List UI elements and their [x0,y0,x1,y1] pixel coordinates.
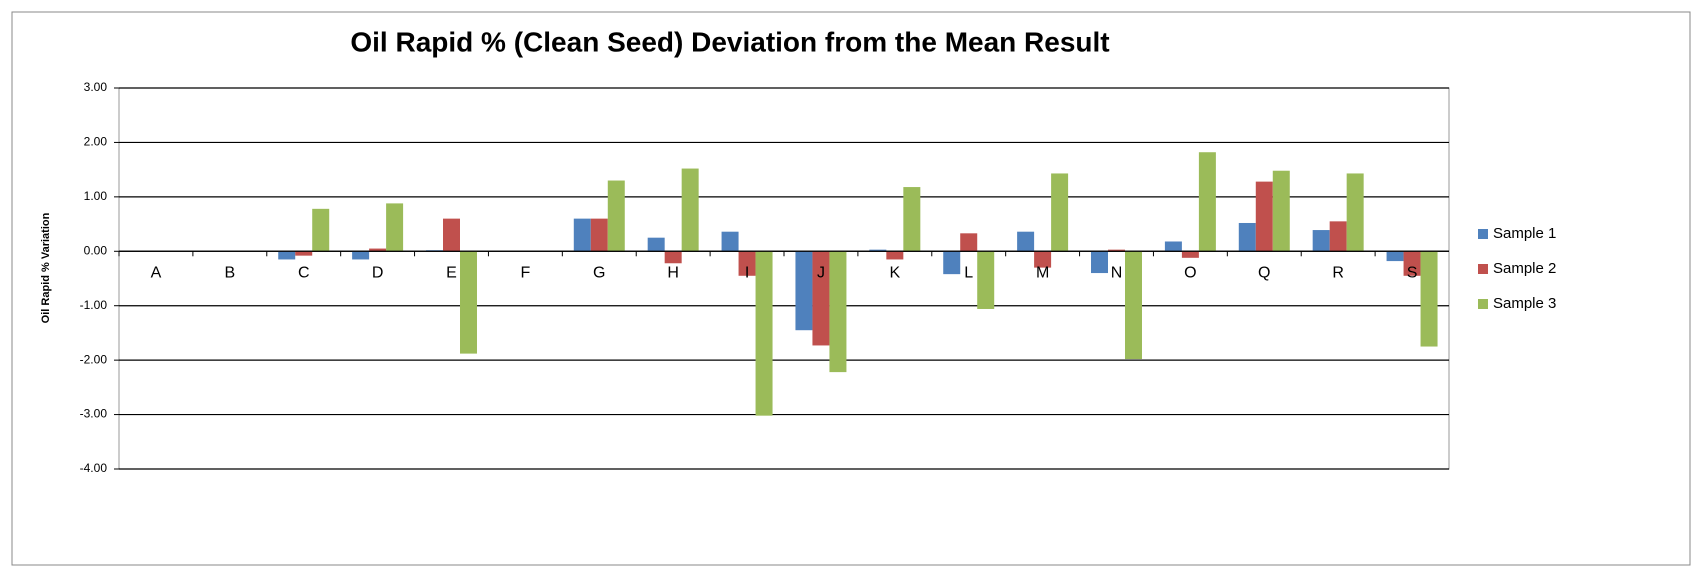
bar [386,203,404,252]
x-tick-label: B [224,265,235,282]
bar [1198,152,1216,252]
bar [795,251,813,331]
bar [573,218,591,252]
bar [1091,251,1109,274]
bar [812,251,830,346]
x-tick-label: R [1332,265,1344,282]
x-tick-label: I [745,265,749,282]
bar [1181,251,1199,258]
y-tick-label: -3.00 [80,407,108,421]
x-tick-label: J [817,265,825,282]
x-tick-label: S [1407,265,1418,282]
bar [1420,251,1438,347]
legend-label: Sample 1 [1493,225,1556,242]
bar [369,248,387,252]
bar [903,187,921,252]
y-tick-label: 0.00 [84,243,108,257]
x-tick-label: Q [1258,265,1270,282]
x-tick-label: E [446,265,457,282]
bar [590,218,608,252]
y-tick-label: -1.00 [80,298,108,312]
bar [607,180,625,252]
bar [1238,222,1256,252]
chart-title: Oil Rapid % (Clean Seed) Deviation from … [350,26,1109,57]
bar [278,251,296,260]
bar [664,251,682,264]
bar [977,251,995,309]
bar [721,231,739,252]
x-tick-label: N [1111,265,1123,282]
bar [738,251,756,276]
x-tick-label: K [889,265,900,282]
bar [755,251,773,416]
y-tick-label: 3.00 [84,80,108,94]
x-tick-label: A [151,265,162,282]
bar [352,251,370,260]
x-tick-label: G [593,265,605,282]
bar [1346,173,1364,252]
bar [1329,221,1347,252]
bar [1272,170,1290,252]
bar [459,251,477,354]
y-tick-label: -2.00 [80,352,108,366]
bar [312,208,330,252]
bar [681,168,699,252]
bar [1386,251,1404,262]
bar [1164,241,1182,252]
bar [1403,251,1421,276]
bar [1312,230,1330,252]
chart-border [11,11,1691,566]
y-tick-label: 2.00 [84,135,108,149]
bar [1124,251,1142,360]
legend-label: Sample 2 [1493,260,1556,277]
bar [829,251,847,373]
bar [943,251,961,275]
x-tick-label: L [964,265,973,282]
x-tick-label: F [520,265,530,282]
x-tick-label: D [372,265,384,282]
bar [1051,173,1069,252]
y-tick-label: -4.00 [80,461,108,475]
bar [960,233,978,252]
legend-swatch [1478,264,1488,274]
y-tick-label: 1.00 [84,189,108,203]
legend-swatch [1478,229,1488,239]
bar [869,249,887,252]
bar [1108,249,1125,252]
x-tick-label: H [667,265,679,282]
x-tick-label: M [1036,265,1049,282]
bar [443,218,460,252]
legend-label: Sample 3 [1493,295,1556,312]
y-axis-title: Oil Rapid % Variation [40,212,52,323]
bar [295,251,313,256]
bar [1255,181,1273,252]
x-tick-label: O [1184,265,1196,282]
legend-swatch [1478,299,1488,309]
bar [647,237,665,252]
bar [1034,251,1052,268]
bar [1017,231,1035,252]
x-tick-label: C [298,265,310,282]
bar [886,251,904,260]
